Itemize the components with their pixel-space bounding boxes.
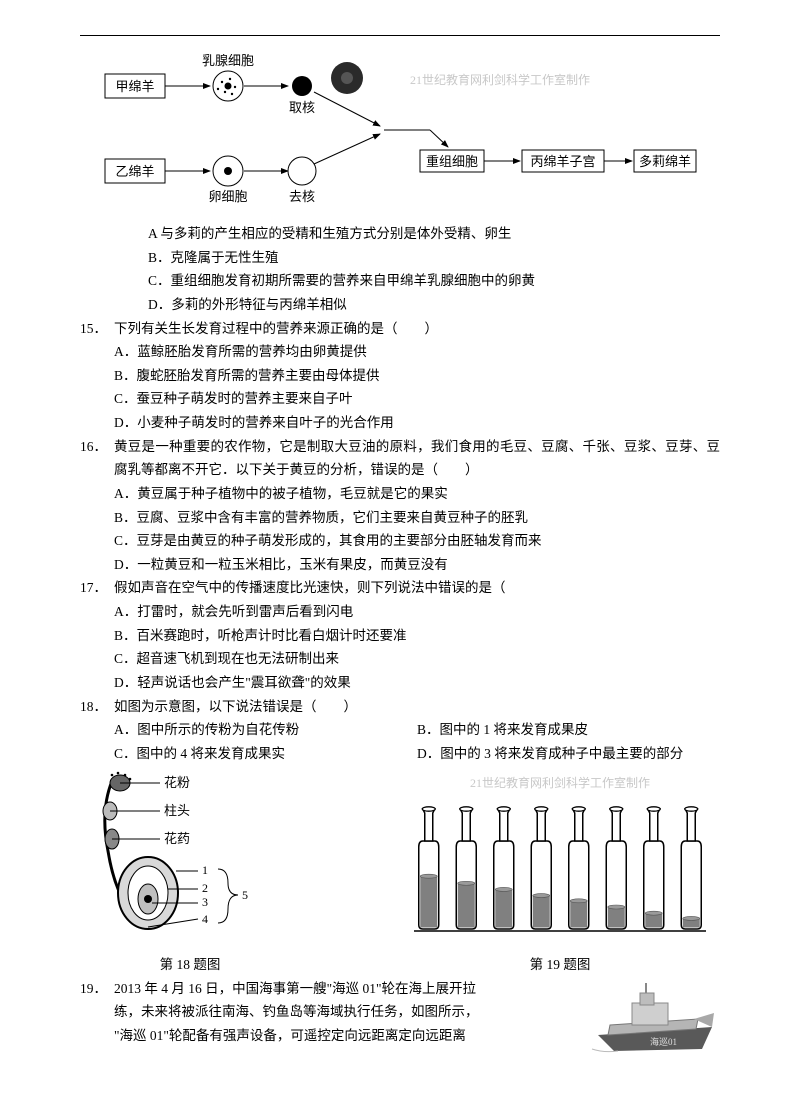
q18-c: C．图中的 4 将来发育成果实 <box>114 742 417 766</box>
label-duoli: 多莉绵羊 <box>639 154 691 169</box>
question-19: 19． 2013 年 4 月 16 日，中国海事第一艘"海巡 01"轮在海上展开… <box>80 977 720 1063</box>
q15-num: 15． <box>80 317 114 341</box>
q18-head: 如图为示意图，以下说法错误是（ ） <box>114 695 720 719</box>
ship-label: 海巡01 <box>650 1036 677 1047</box>
label-quhe2: 去核 <box>289 189 315 204</box>
q19-num: 19． <box>80 977 114 1001</box>
label-chongzu: 重组细胞 <box>426 154 478 169</box>
figure-18: 花粉 柱头 花药 1 2 3 4 5 第 18 题图 <box>90 771 290 976</box>
question-16: 16． 黄豆是一种重要的农作物，它是制取大豆油的原料，我们食用的毛豆、豆腐、千张… <box>80 435 720 577</box>
cloning-svg: 甲绵羊 乙绵羊 乳腺细胞 卵细胞 取核 去核 21世纪教育网利剑科学工作室制作 … <box>90 54 710 214</box>
label-luanxibao: 卵细胞 <box>208 189 247 204</box>
q17-b: B．百米赛跑时，听枪声计时比看白烟计时还要准 <box>114 624 720 648</box>
q16-a: A．黄豆属于种子植物中的被子植物，毛豆就是它的果实 <box>114 482 720 506</box>
q19-line1: 2013 年 4 月 16 日，中国海事第一艘"海巡 01"轮在海上展开拉 <box>114 977 586 1001</box>
label-ruxian: 乳腺细胞 <box>202 54 254 68</box>
pre-opt-c: C．重组细胞发育初期所需要的营养来自甲绵羊乳腺细胞中的卵黄 <box>148 269 720 293</box>
top-rule <box>80 35 720 36</box>
svg-text:2: 2 <box>202 881 208 895</box>
question-18: 18． 如图为示意图，以下说法错误是（ ） A．图中所示的传粉为自花传粉 B．图… <box>80 695 720 766</box>
q17-num: 17． <box>80 576 114 600</box>
q16-d: D．一粒黄豆和一粒玉米相比，玉米有果皮，而黄豆没有 <box>114 553 720 577</box>
q15-d: D．小麦种子萌发时的营养来自叶子的光合作用 <box>114 411 720 435</box>
q15-b: B．腹蛇胚胎发育所需的营养主要由母体提供 <box>114 364 720 388</box>
cloning-diagram: 甲绵羊 乙绵羊 乳腺细胞 卵细胞 取核 去核 21世纪教育网利剑科学工作室制作 … <box>80 54 720 222</box>
q17-a: A．打雷时，就会先听到雷声后看到闪电 <box>114 600 720 624</box>
svg-text:4: 4 <box>202 912 208 926</box>
q19-line3: "海巡 01"轮配备有强声设备，可遥控定向远距离定向远距离 <box>80 1024 586 1048</box>
question-17: 17． 假如声音在空气中的传播速度比光速快，则下列说法中错误的是（ A．打雷时，… <box>80 576 720 694</box>
q15-head: 下列有关生长发育过程中的营养来源正确的是（ ） <box>114 317 720 341</box>
pre-opt-b: B．克隆属于无性生殖 <box>148 246 720 270</box>
pre-opt-d: D．多莉的外形特征与丙绵羊相似 <box>148 293 720 317</box>
fig18-caption: 第 18 题图 <box>90 953 290 977</box>
label-jia: 甲绵羊 <box>115 79 154 94</box>
q16-b: B．豆腐、豆浆中含有丰富的营养物质，它们主要来自黄豆种子的胚乳 <box>114 506 720 530</box>
q18-num: 18． <box>80 695 114 719</box>
watermark-2: 21世纪教育网利剑科学工作室制作 <box>410 773 710 791</box>
q17-d: D．轻声说话也会产生"震耳欲聋"的效果 <box>114 671 720 695</box>
q17-head: 假如声音在空气中的传播速度比光速快，则下列说法中错误的是（ <box>114 576 720 600</box>
label-quhe: 取核 <box>289 100 315 115</box>
q15-c: C．蚕豆种子萌发时的营养主要来自子叶 <box>114 387 720 411</box>
q16-c: C．豆芽是由黄豆的种子萌发形成的，其食用的主要部分由胚轴发育而来 <box>114 529 720 553</box>
fig18-huayao: 花药 <box>164 831 190 846</box>
pre-opt-a: A 与多莉的产生相应的受精和生殖方式分别是体外受精、卵生 <box>148 222 720 246</box>
figure-18-svg: 花粉 柱头 花药 1 2 3 4 5 <box>90 771 290 941</box>
pre-q-options: A 与多莉的产生相应的受精和生殖方式分别是体外受精、卵生 B．克隆属于无性生殖 … <box>80 222 720 317</box>
q16-head: 黄豆是一种重要的农作物，它是制取大豆油的原料，我们食用的毛豆、豆腐、千张、豆浆、… <box>114 435 720 482</box>
q16-num: 16． <box>80 435 114 482</box>
svg-text:3: 3 <box>202 895 208 909</box>
figures-row: 花粉 柱头 花药 1 2 3 4 5 第 18 题图 21世纪教育网利剑科学工作… <box>80 765 720 976</box>
q15-a: A．蓝鲸胚胎发育所需的营养均由卵黄提供 <box>114 340 720 364</box>
q19-line2: 练，未来将被派往南海、钓鱼岛等海域执行任务，如图所示， <box>80 1000 586 1024</box>
q18-d: D．图中的 3 将来发育成种子中最主要的部分 <box>417 742 720 766</box>
svg-text:5: 5 <box>242 888 248 902</box>
question-15: 15． 下列有关生长发育过程中的营养来源正确的是（ ） A．蓝鲸胚胎发育所需的营… <box>80 317 720 435</box>
ship-image: 海巡01 <box>590 977 720 1063</box>
fig18-zhutou: 柱头 <box>164 803 190 818</box>
figure-19-svg <box>410 791 710 941</box>
q18-a: A．图中所示的传粉为自花传粉 <box>114 718 417 742</box>
fig18-huafen: 花粉 <box>164 775 190 790</box>
label-bing-uterus: 丙绵羊子宫 <box>530 154 595 169</box>
figure-19: 21世纪教育网利剑科学工作室制作 第 19 题图 <box>410 773 710 976</box>
watermark-1: 21世纪教育网利剑科学工作室制作 <box>410 72 590 87</box>
fig19-caption: 第 19 题图 <box>410 953 710 977</box>
label-yi: 乙绵羊 <box>115 164 154 179</box>
svg-text:1: 1 <box>202 863 208 877</box>
q18-b: B．图中的 1 将来发育成果皮 <box>417 718 720 742</box>
q17-c: C．超音速飞机到现在也无法研制出来 <box>114 647 720 671</box>
